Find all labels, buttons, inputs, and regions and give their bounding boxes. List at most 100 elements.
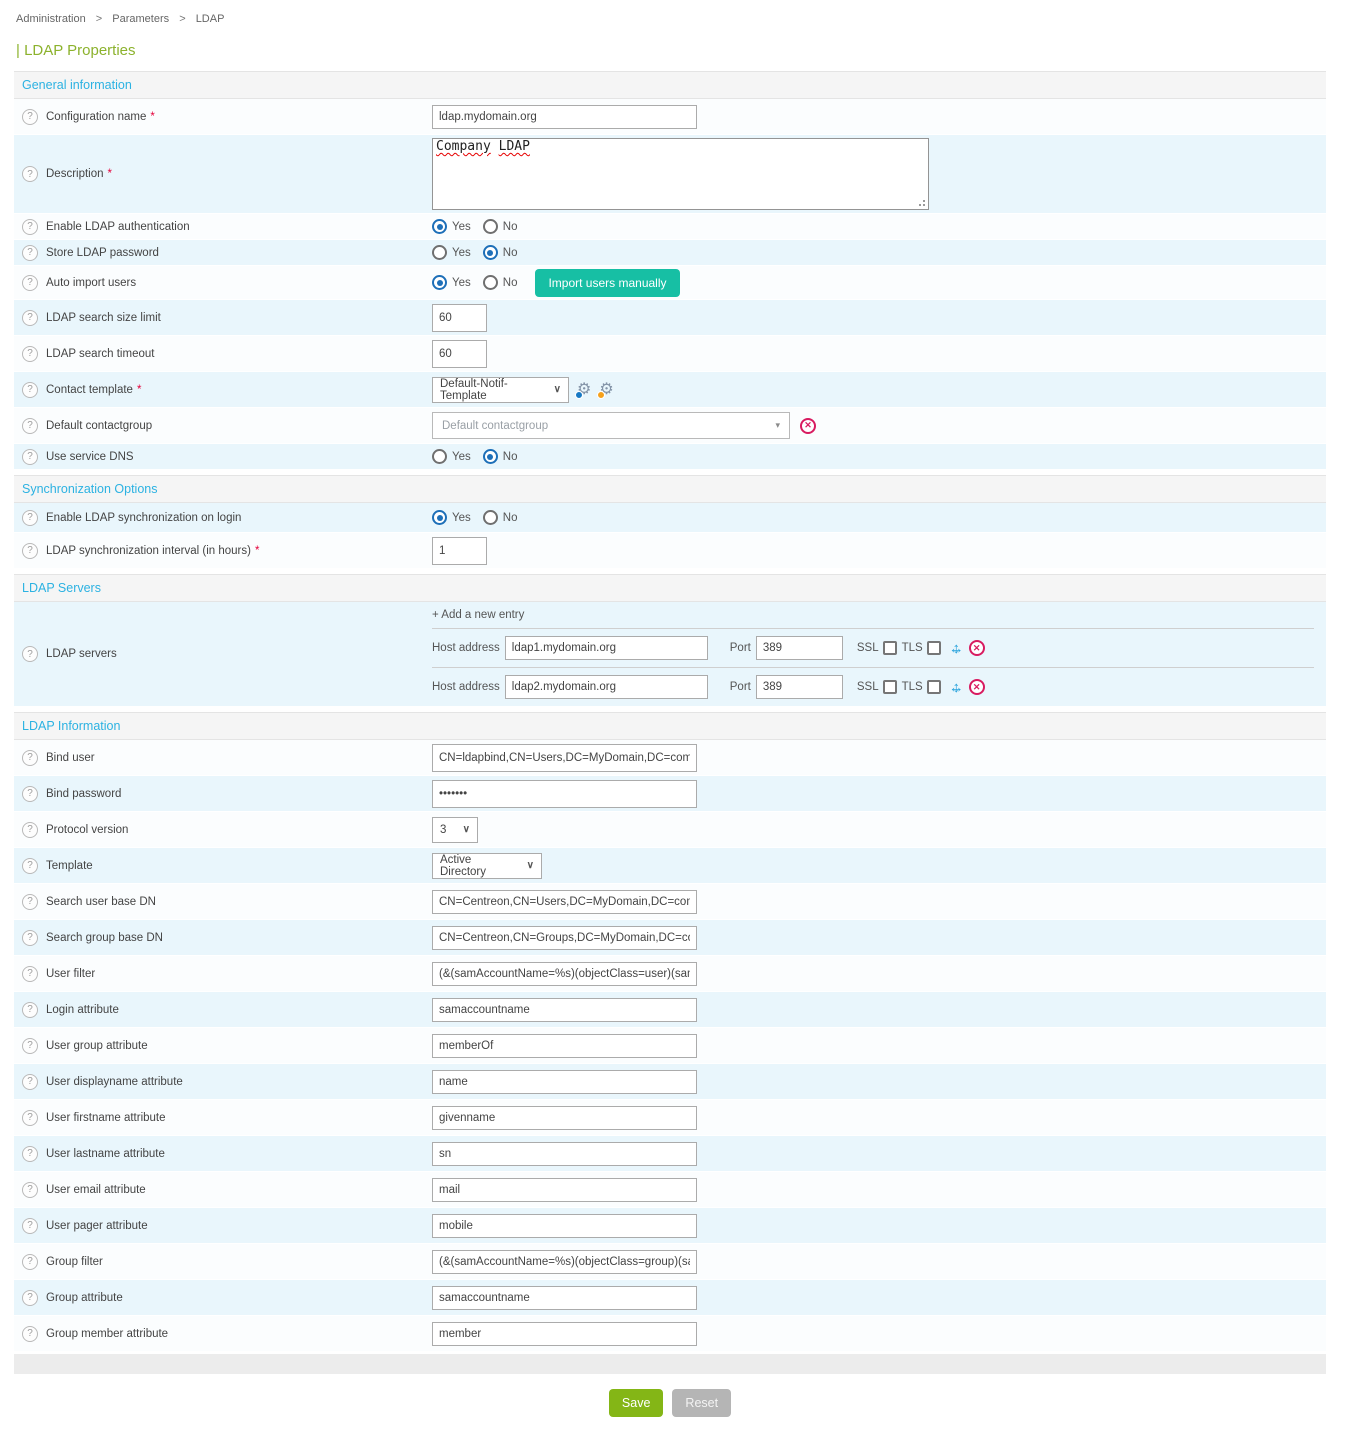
group-attribute-label: Group attribute bbox=[46, 1291, 123, 1304]
row-ldap-search-size-limit: ? LDAP search size limit bbox=[14, 300, 1326, 336]
help-icon[interactable]: ? bbox=[22, 381, 38, 398]
ldap-search-timeout-input[interactable] bbox=[432, 339, 487, 368]
user-displayname-attribute-input[interactable] bbox=[432, 1069, 697, 1094]
help-icon[interactable]: ? bbox=[22, 417, 38, 434]
tls-checkbox-2[interactable] bbox=[926, 680, 941, 694]
ssl-checkbox-2[interactable] bbox=[882, 680, 897, 694]
help-icon[interactable]: ? bbox=[22, 309, 38, 326]
help-icon[interactable]: ? bbox=[22, 166, 38, 182]
help-icon[interactable]: ? bbox=[22, 1109, 38, 1126]
move-handle-icon-2[interactable]: ↔ ↕ bbox=[948, 678, 964, 696]
contact-template-select[interactable]: Default-Notif-Template ∨ bbox=[432, 376, 569, 403]
template-select[interactable]: Active Directory ∨ bbox=[432, 852, 542, 879]
help-icon[interactable]: ? bbox=[22, 509, 38, 526]
help-icon[interactable]: ? bbox=[22, 1253, 38, 1270]
help-icon[interactable]: ? bbox=[22, 1001, 38, 1018]
move-handle-icon-1[interactable]: ↔ ↕ bbox=[948, 639, 964, 657]
protocol-version-select[interactable]: 3 ∨ bbox=[432, 816, 478, 843]
store-ldap-password-no-radio[interactable] bbox=[482, 245, 498, 260]
required-marker: * bbox=[107, 168, 113, 180]
user-filter-input[interactable] bbox=[432, 961, 697, 986]
user-pager-attribute-label: User pager attribute bbox=[46, 1219, 148, 1232]
help-icon[interactable]: ? bbox=[22, 1325, 38, 1342]
login-attribute-input[interactable] bbox=[432, 997, 697, 1022]
add-new-entry-link[interactable]: + Add a new entry bbox=[432, 602, 1314, 629]
port-input-1[interactable] bbox=[755, 636, 843, 660]
ldap-search-size-limit-input[interactable] bbox=[432, 303, 487, 332]
help-icon[interactable]: ? bbox=[22, 108, 38, 125]
help-icon[interactable]: ? bbox=[22, 821, 38, 838]
row-store-ldap-password: ? Store LDAP password Yes No bbox=[14, 240, 1326, 266]
ssl-checkbox-1[interactable] bbox=[882, 641, 897, 655]
help-icon[interactable]: ? bbox=[22, 1181, 38, 1198]
help-icon[interactable]: ? bbox=[22, 542, 38, 559]
save-button[interactable]: Save bbox=[608, 1389, 664, 1417]
chevron-down-icon: ∨ bbox=[462, 824, 470, 835]
resize-grip[interactable] bbox=[917, 198, 925, 206]
auto-import-users-no-radio[interactable] bbox=[482, 275, 498, 290]
user-firstname-attribute-input[interactable] bbox=[432, 1105, 697, 1130]
help-icon[interactable]: ? bbox=[22, 1289, 38, 1306]
use-service-dns-no-radio[interactable] bbox=[482, 449, 498, 464]
user-email-attribute-input[interactable] bbox=[432, 1177, 697, 1202]
help-icon[interactable]: ? bbox=[22, 1217, 38, 1234]
user-group-attribute-label: User group attribute bbox=[46, 1039, 148, 1052]
help-icon[interactable]: ? bbox=[22, 857, 38, 874]
breadcrumb-administration[interactable]: Administration bbox=[16, 13, 86, 25]
tls-checkbox-1[interactable] bbox=[926, 641, 941, 655]
reset-button[interactable]: Reset bbox=[672, 1389, 732, 1417]
group-filter-input[interactable] bbox=[432, 1249, 697, 1274]
auto-import-users-yes-radio[interactable] bbox=[432, 275, 447, 290]
user-lastname-attribute-input[interactable] bbox=[432, 1141, 697, 1166]
help-icon[interactable]: ? bbox=[22, 1073, 38, 1090]
user-group-attribute-input[interactable] bbox=[432, 1033, 697, 1058]
breadcrumb-parameters[interactable]: Parameters bbox=[112, 13, 170, 25]
user-pager-attribute-input[interactable] bbox=[432, 1213, 697, 1238]
bind-password-input[interactable] bbox=[432, 779, 697, 808]
help-icon[interactable]: ? bbox=[22, 1037, 38, 1054]
bind-user-input[interactable] bbox=[432, 743, 697, 772]
delete-server-icon-2[interactable]: ✕ bbox=[968, 679, 985, 695]
store-ldap-password-label: Store LDAP password bbox=[46, 246, 159, 259]
tls-label: TLS bbox=[901, 642, 923, 654]
description-textarea[interactable]: Company LDAP bbox=[432, 138, 929, 210]
help-icon[interactable]: ? bbox=[22, 646, 38, 662]
search-group-base-dn-input[interactable] bbox=[432, 925, 697, 950]
help-icon[interactable]: ? bbox=[22, 1145, 38, 1162]
enable-sync-yes-radio[interactable] bbox=[432, 510, 447, 525]
enable-ldap-auth-no-radio[interactable] bbox=[482, 219, 498, 234]
help-icon[interactable]: ? bbox=[22, 785, 38, 802]
help-icon[interactable]: ? bbox=[22, 965, 38, 982]
help-icon[interactable]: ? bbox=[22, 218, 38, 235]
help-icon[interactable]: ? bbox=[22, 244, 38, 261]
help-icon[interactable]: ? bbox=[22, 274, 38, 291]
group-attribute-input[interactable] bbox=[432, 1285, 697, 1310]
default-contactgroup-combobox[interactable]: Default contactgroup ▾ bbox=[432, 412, 790, 439]
use-service-dns-yes-radio[interactable] bbox=[432, 449, 447, 464]
help-icon[interactable]: ? bbox=[22, 749, 38, 766]
default-contactgroup-clear-icon[interactable]: ✕ bbox=[800, 417, 816, 434]
help-icon[interactable]: ? bbox=[22, 345, 38, 362]
store-ldap-password-yes-radio[interactable] bbox=[432, 245, 447, 260]
enable-ldap-authentication-label: Enable LDAP authentication bbox=[46, 220, 190, 233]
row-ldap-search-timeout: ? LDAP search timeout bbox=[14, 336, 1326, 372]
host-address-input-1[interactable] bbox=[504, 636, 708, 660]
row-enable-ldap-authentication: ? Enable LDAP authentication Yes No bbox=[14, 214, 1326, 240]
configuration-name-input[interactable] bbox=[432, 104, 697, 129]
port-input-2[interactable] bbox=[755, 675, 843, 699]
contact-template-info-icon[interactable]: ⚙ bbox=[575, 380, 592, 399]
import-users-manually-button[interactable]: Import users manually bbox=[535, 268, 680, 297]
enable-ldap-auth-yes-radio[interactable] bbox=[432, 219, 447, 234]
enable-sync-no-radio[interactable] bbox=[482, 510, 498, 525]
ldap-synchronization-interval-input[interactable] bbox=[432, 536, 487, 565]
help-icon[interactable]: ? bbox=[22, 448, 38, 465]
help-icon[interactable]: ? bbox=[22, 929, 38, 946]
contact-template-edit-icon[interactable]: ⚙ bbox=[597, 380, 614, 399]
group-member-attribute-input[interactable] bbox=[432, 1321, 697, 1346]
help-icon[interactable]: ? bbox=[22, 893, 38, 910]
delete-server-icon-1[interactable]: ✕ bbox=[968, 640, 985, 656]
breadcrumb-ldap[interactable]: LDAP bbox=[195, 13, 225, 25]
row-configuration-name: ? Configuration name * bbox=[14, 99, 1326, 135]
host-address-input-2[interactable] bbox=[504, 675, 708, 699]
search-user-base-dn-input[interactable] bbox=[432, 889, 697, 914]
